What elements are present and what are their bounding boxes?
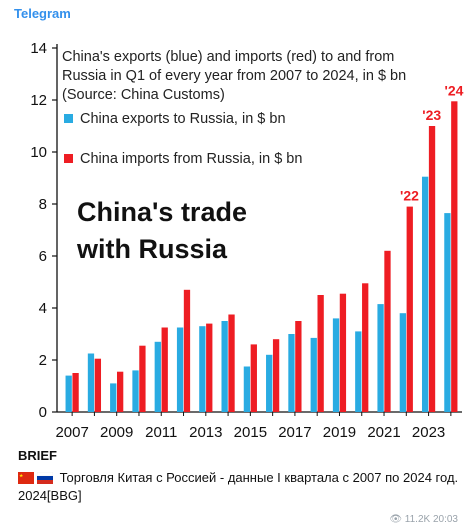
bar-import-2023 xyxy=(428,126,436,412)
bar-import-2007 xyxy=(72,373,79,412)
x-tick-label: 2015 xyxy=(234,424,267,441)
x-tick-label: 2021 xyxy=(367,424,400,441)
legend-swatch xyxy=(64,154,73,163)
y-axis: 0 2 4 6 8 10 12 14 xyxy=(30,40,58,421)
bar-export-2020 xyxy=(355,331,362,412)
annotation-label: '23 xyxy=(422,107,441,123)
post-time: 20:03 xyxy=(432,514,458,525)
x-tick-label: 2019 xyxy=(323,424,356,441)
bar-import-2020 xyxy=(362,283,369,412)
bar-import-2021 xyxy=(384,250,391,412)
bar-import-2024 xyxy=(451,101,458,413)
eye-icon: 👁 xyxy=(389,514,403,525)
bar-import-2008 xyxy=(94,358,102,412)
bar-import-2010 xyxy=(139,345,146,412)
y-tick-label: 6 xyxy=(39,248,47,265)
legend: China exports to Russia, in $ bn China im… xyxy=(64,111,302,167)
x-tick-label: 2011 xyxy=(145,424,177,441)
year-annotations: '22 '23'24 xyxy=(400,82,464,203)
title-line: (Source: China Customs) xyxy=(62,87,225,103)
headline-line: with Russia xyxy=(76,234,228,264)
chart-headline: China's trade with Russia xyxy=(76,197,247,264)
caption-label: BRIEF xyxy=(18,448,57,463)
bars xyxy=(65,101,458,413)
bar-export-2009 xyxy=(110,383,117,412)
china-flag-icon xyxy=(18,472,34,484)
x-tick-label: 2009 xyxy=(100,424,133,441)
y-tick-label: 12 xyxy=(30,92,47,109)
bar-export-2021 xyxy=(377,304,384,412)
annotation-label: '22 xyxy=(400,188,419,204)
bar-import-2017 xyxy=(295,321,302,412)
bar-import-2019 xyxy=(339,293,347,412)
bar-export-2013 xyxy=(199,326,206,412)
bar-import-2016 xyxy=(272,339,280,412)
y-tick-label: 4 xyxy=(39,300,47,317)
caption-text: Торговля Китая с Россией - данные I квар… xyxy=(18,469,463,505)
bar-export-2018 xyxy=(310,337,317,412)
headline-line: China's trade xyxy=(77,197,247,227)
bar-export-2019 xyxy=(332,318,340,412)
bar-export-2016 xyxy=(266,354,273,412)
bar-import-2018 xyxy=(317,295,324,412)
x-axis: 2007 2009 2011 2013 2015 2017 2019 2021 2023 xyxy=(55,411,462,441)
bar-export-2007 xyxy=(65,375,72,412)
view-count: 11.2K xyxy=(404,514,431,525)
post-caption: BRIEF Торговля Китая с Россией - данные … xyxy=(18,448,463,505)
y-tick-label: 0 xyxy=(39,404,47,421)
x-tick-label: 2017 xyxy=(278,424,311,441)
bar-export-2015 xyxy=(243,366,251,412)
russia-flag-icon xyxy=(37,472,53,484)
bar-export-2012 xyxy=(176,327,184,412)
bar-export-2022 xyxy=(399,313,407,412)
trade-bar-chart: 0 2 4 6 8 10 12 14 2007 2009 2011 2013 2015 2017 2019… xyxy=(30,40,464,441)
bar-export-2010 xyxy=(132,370,139,412)
y-tick-label: 2 xyxy=(39,352,47,369)
bar-import-2011 xyxy=(161,327,168,412)
annotation-label: '24 xyxy=(445,82,464,98)
bar-export-2014 xyxy=(221,321,228,412)
legend-label: China exports to Russia, in $ bn xyxy=(80,111,286,127)
bar-import-2014 xyxy=(228,314,235,412)
caption-body: Торговля Китая с Россией - данные I квар… xyxy=(18,470,459,503)
x-tick-label: 2007 xyxy=(55,424,88,441)
channel-name[interactable]: Telegram xyxy=(14,6,71,21)
title-line: Russia in Q1 of every year from 2007 to … xyxy=(62,68,406,84)
bar-export-2023 xyxy=(421,176,429,412)
y-tick-label: 10 xyxy=(30,144,47,161)
y-tick-label: 14 xyxy=(30,40,47,57)
bar-import-2012 xyxy=(183,289,191,412)
chart-title: China's exports (blue) and imports (red)… xyxy=(62,49,406,103)
y-tick-label: 8 xyxy=(39,196,47,213)
bar-export-2024 xyxy=(444,213,451,412)
post-meta: 👁 11.2K 20:03 xyxy=(389,514,458,525)
bar-import-2015 xyxy=(250,344,257,412)
title-line: China's exports (blue) and imports (red)… xyxy=(62,49,394,65)
bar-export-2017 xyxy=(288,334,295,412)
legend-label: China imports from Russia, in $ bn xyxy=(80,151,302,167)
bar-export-2011 xyxy=(154,341,161,412)
bar-import-2022 xyxy=(406,206,413,412)
x-tick-label: 2023 xyxy=(412,424,445,441)
legend-swatch xyxy=(64,114,73,123)
bar-import-2009 xyxy=(116,371,124,412)
bar-export-2008 xyxy=(87,353,95,412)
x-tick-label: 2013 xyxy=(189,424,222,441)
bar-import-2013 xyxy=(206,323,213,412)
